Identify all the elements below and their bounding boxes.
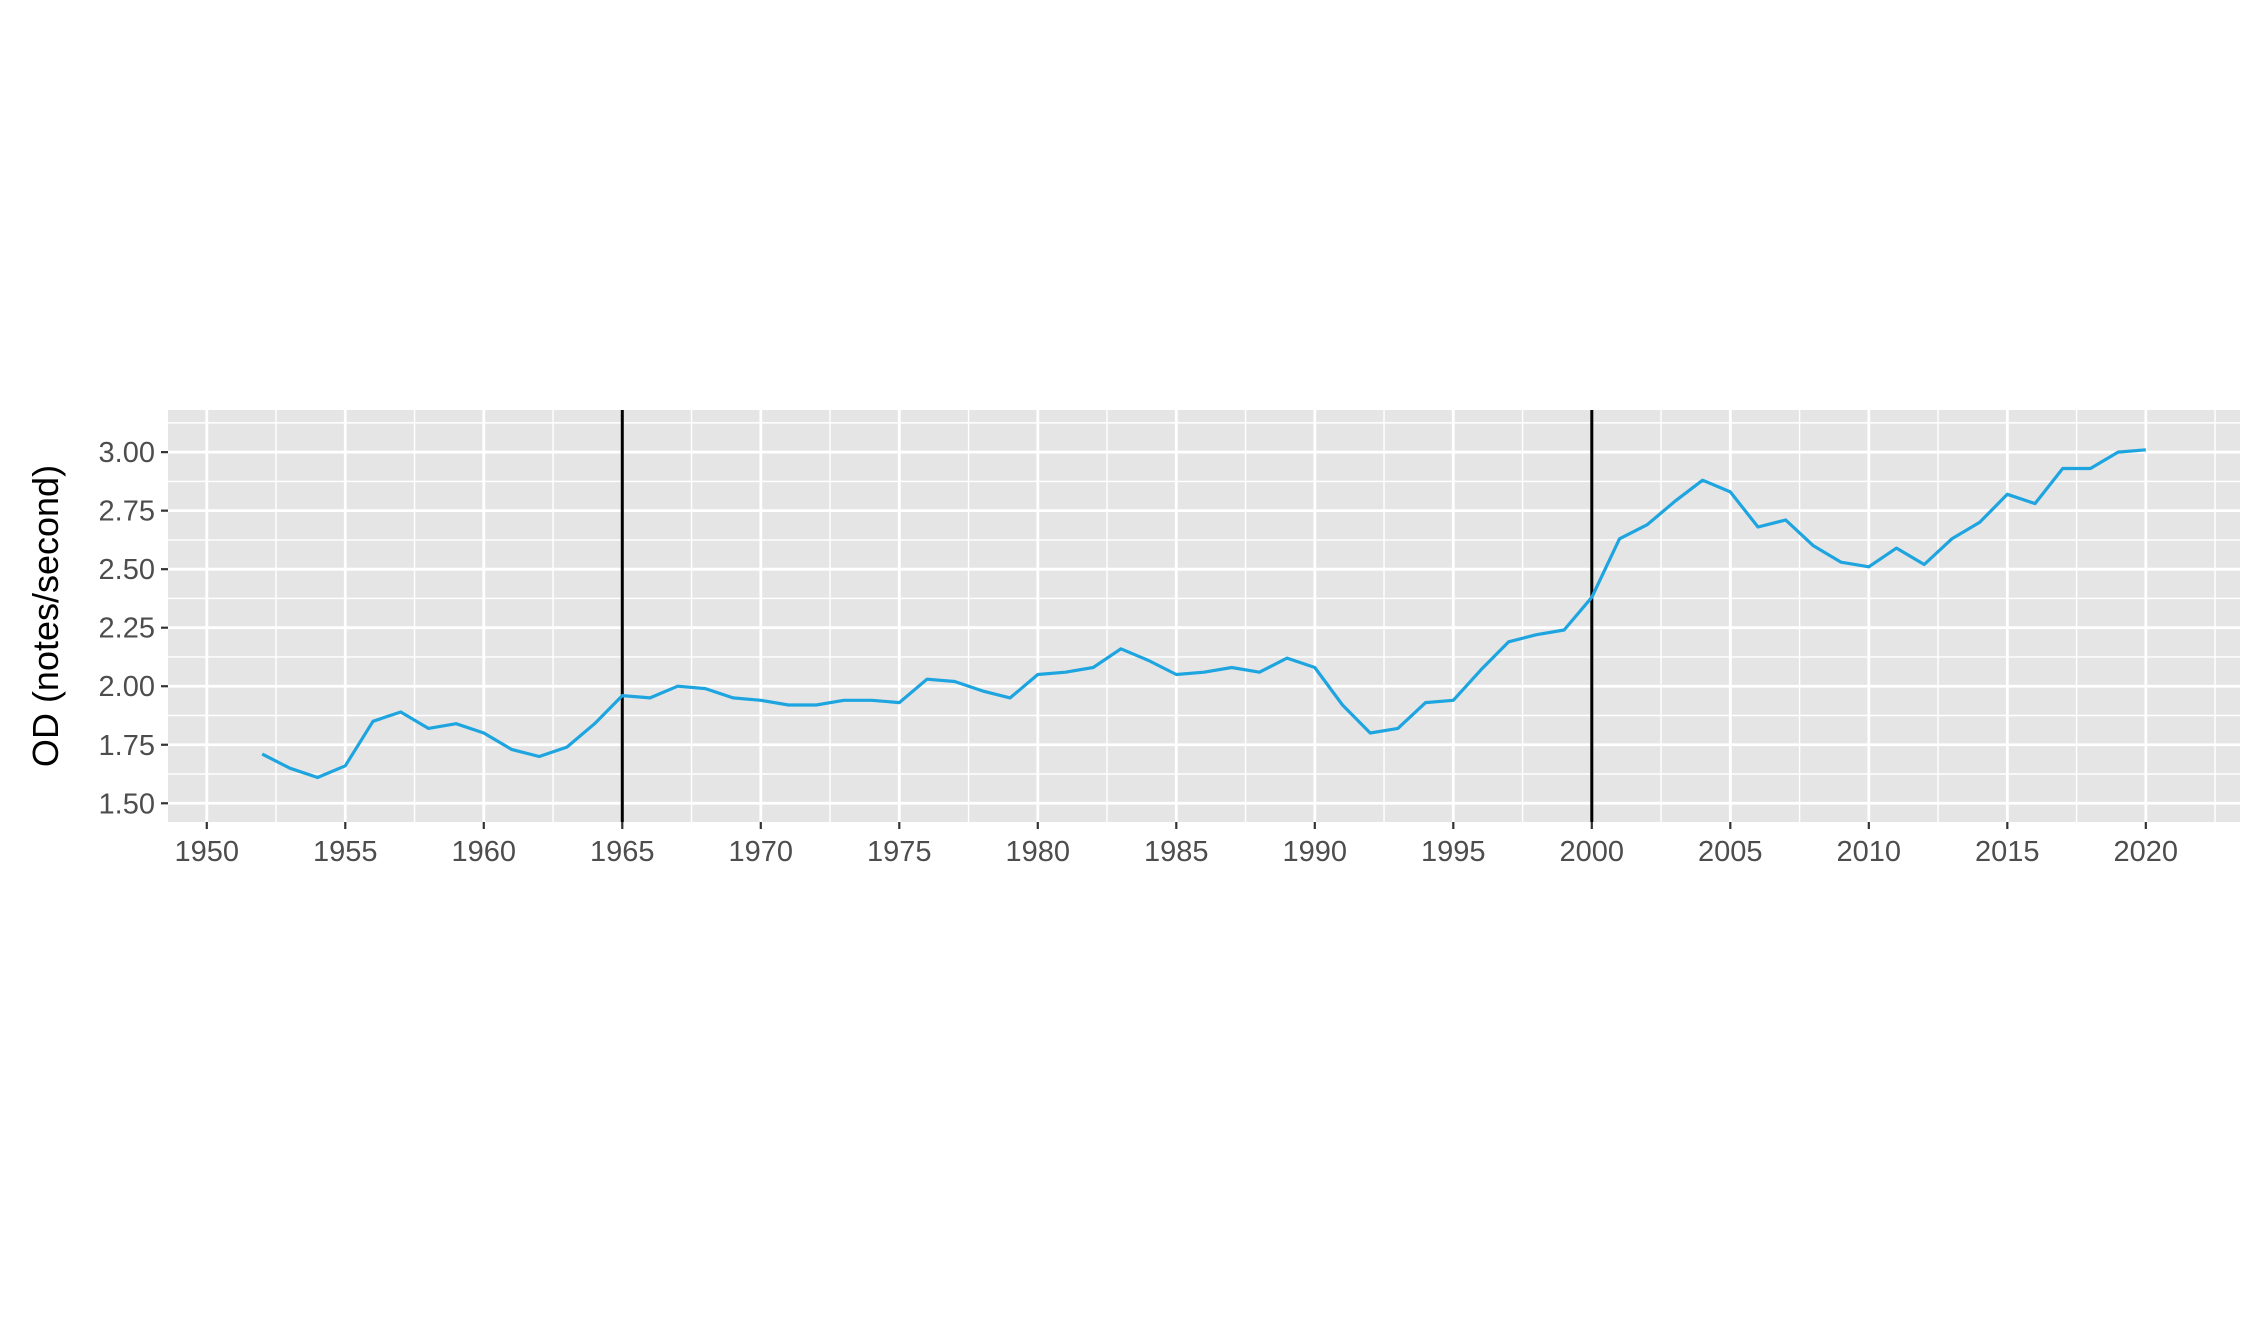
x-tick-label: 1970 — [729, 836, 794, 868]
y-tick-label: 2.75 — [99, 496, 155, 528]
x-axis: 1950 1955 1960 1965 1970 1975 1980 1985 1990 1995… — [175, 822, 2179, 868]
x-tick-label: 1990 — [1283, 836, 1348, 868]
x-tick-label: 2020 — [2114, 836, 2179, 868]
x-tick-label: 1950 — [175, 836, 240, 868]
y-tick-label: 1.75 — [99, 730, 155, 762]
plot-panel — [168, 410, 2240, 822]
y-axis-title: OD (notes/second) — [25, 465, 66, 767]
x-tick-label: 2010 — [1837, 836, 1902, 868]
grid-major — [168, 410, 2240, 822]
x-tick-label: 1985 — [1144, 836, 1209, 868]
y-axis: 1.50 1.75 2.00 2.25 2.50 2.75 3.00 — [99, 437, 168, 820]
x-tick-label: 2015 — [1975, 836, 2040, 868]
series-line — [261, 448, 2146, 780]
x-tick-label: 2005 — [1698, 836, 1763, 868]
y-tick-label: 1.50 — [99, 788, 155, 820]
grid-minor — [168, 410, 2240, 822]
y-tick-label: 2.25 — [99, 613, 155, 645]
x-tick-label: 1965 — [590, 836, 655, 868]
x-tick-label: 1955 — [313, 836, 378, 868]
y-tick-label: 2.00 — [99, 671, 155, 703]
x-tick-label: 1975 — [867, 836, 932, 868]
x-tick-label: 1995 — [1421, 836, 1486, 868]
y-tick-label: 3.00 — [99, 437, 155, 469]
x-tick-label: 2000 — [1560, 836, 1625, 868]
x-tick-label: 1960 — [452, 836, 517, 868]
x-tick-label: 1980 — [1006, 836, 1071, 868]
y-tick-label: 2.50 — [99, 554, 155, 586]
reference-lines — [620, 410, 1594, 822]
